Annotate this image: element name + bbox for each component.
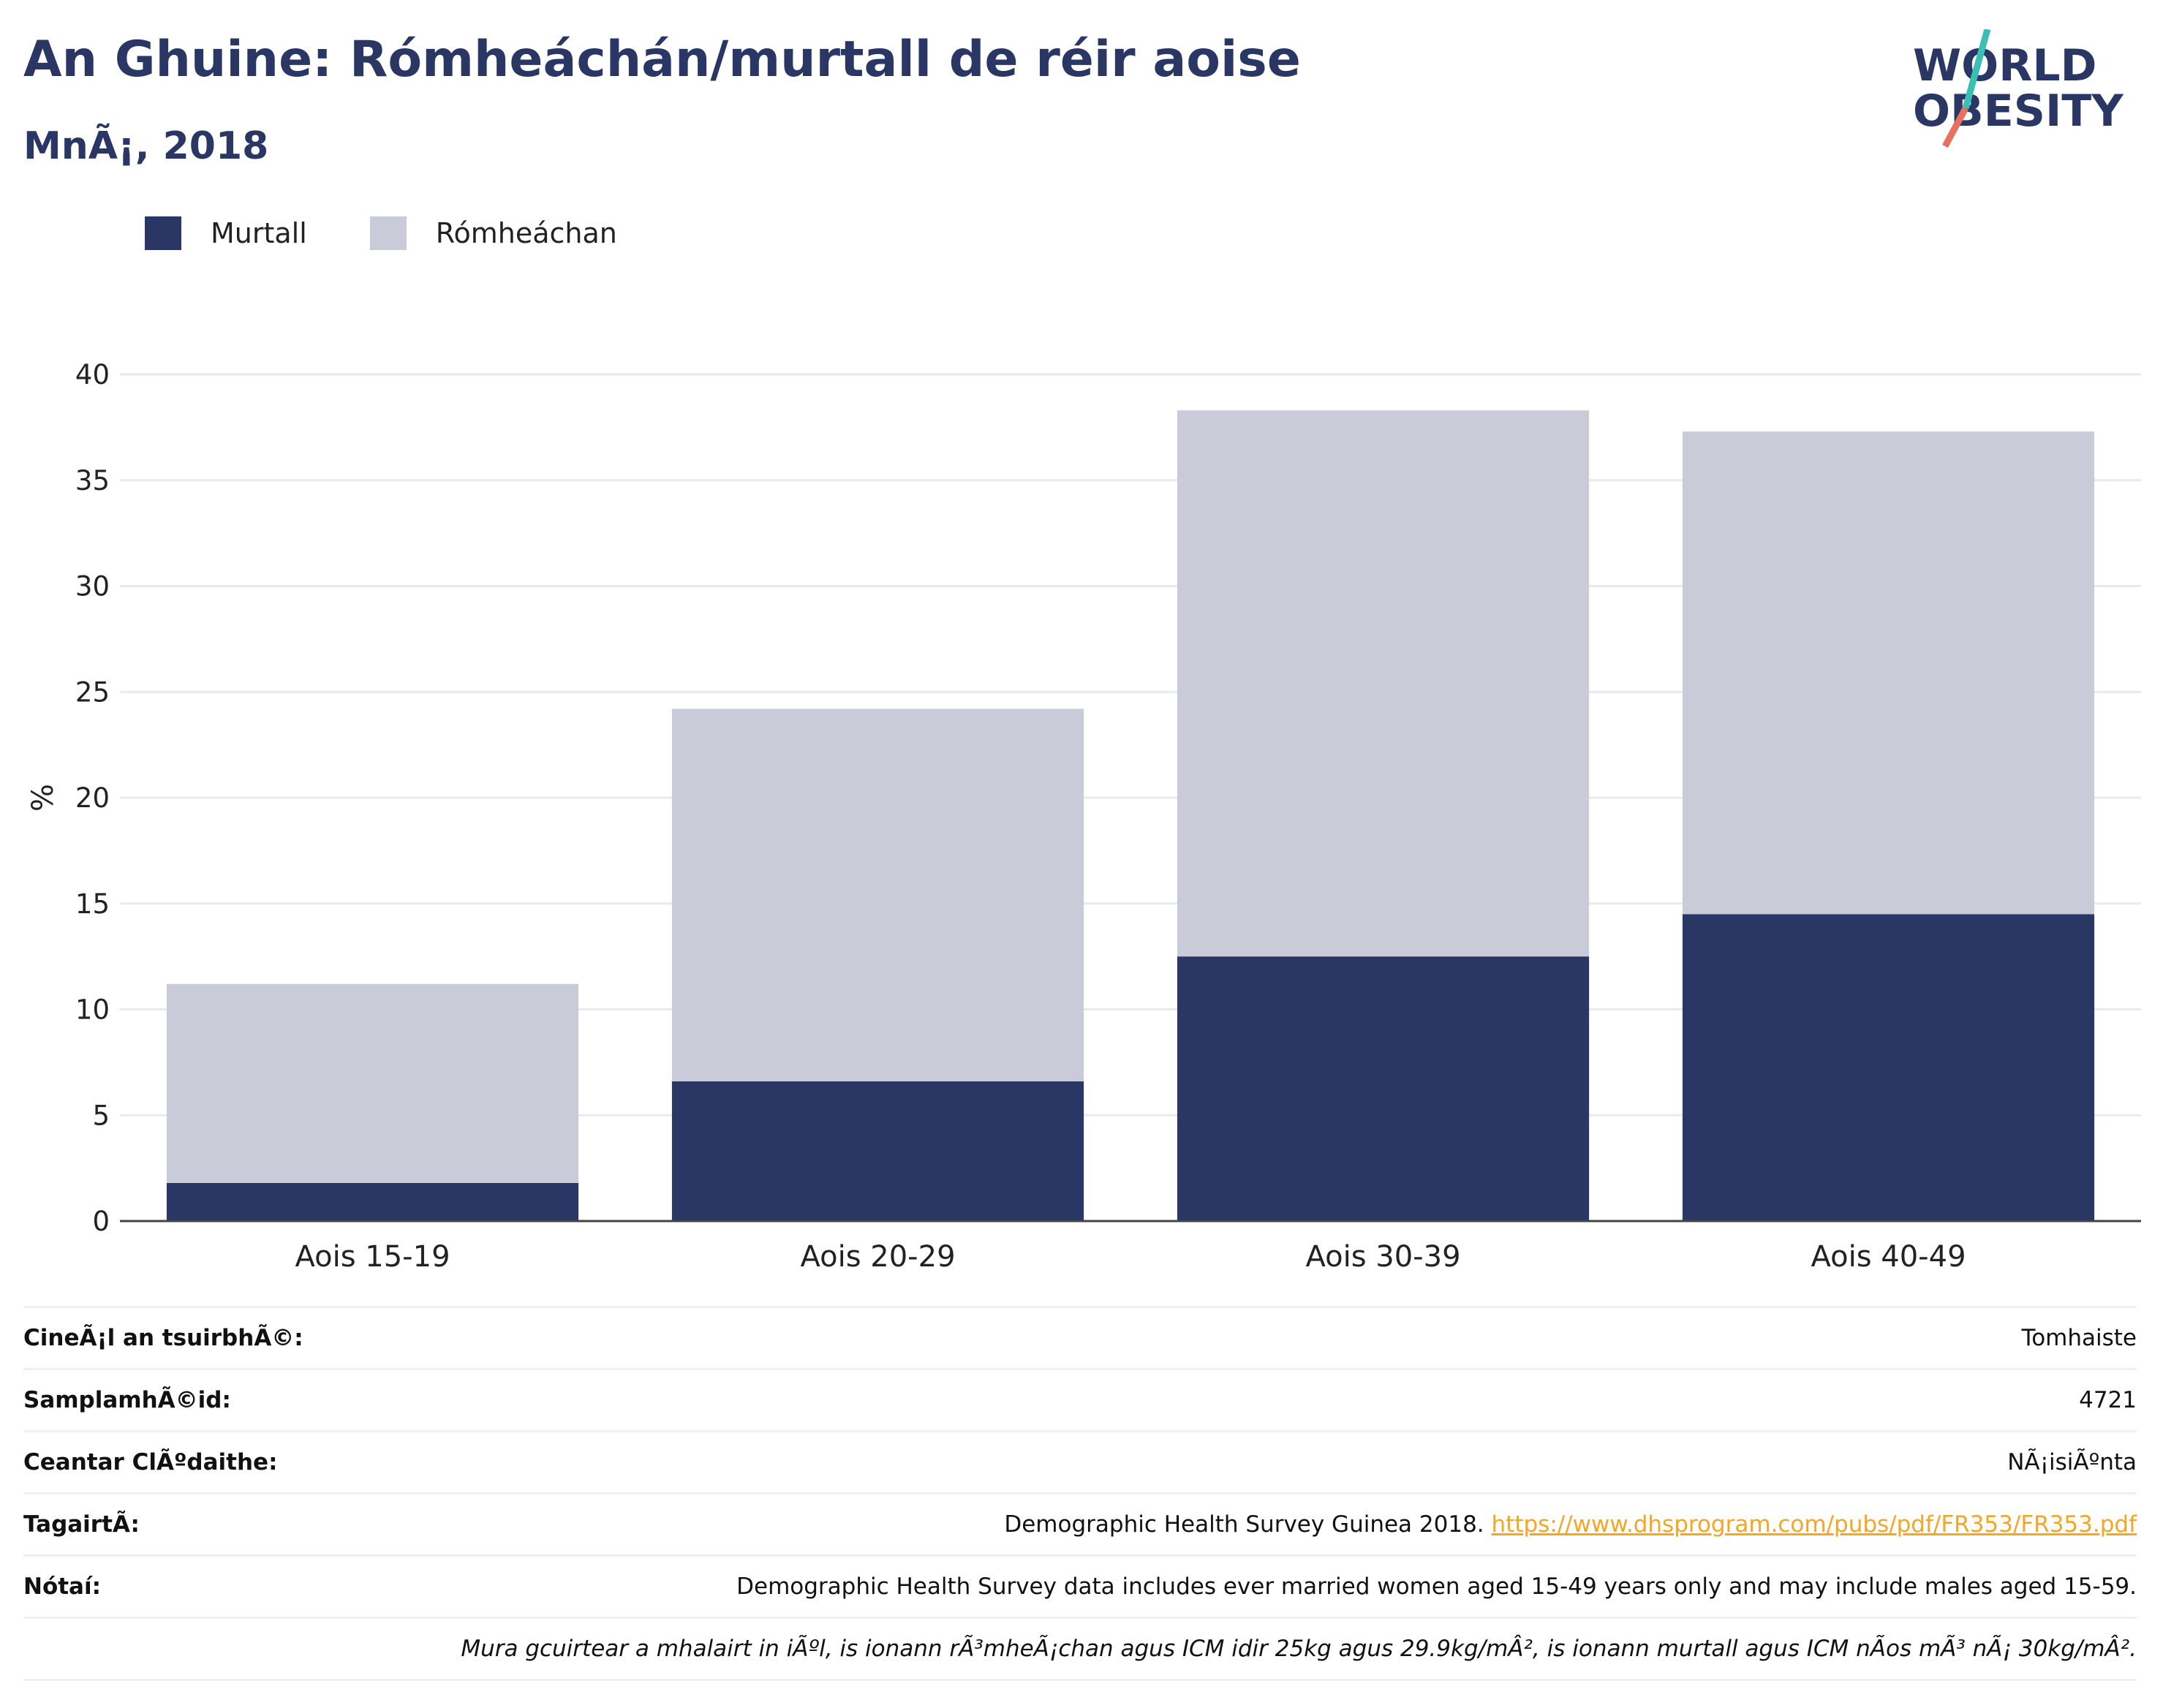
info-row-footnote: Mura gcuirtear a mhalairt in iÃºl, is io…	[23, 1619, 2137, 1681]
x-tick-label: Aois 30-39	[1305, 1240, 1460, 1274]
y-tick-label: 40	[75, 359, 110, 390]
logo-line1: WORLD	[1913, 40, 2096, 91]
x-tick-label: Aois 15-19	[295, 1240, 450, 1274]
info-label: CineÃ¡l an tsuirbhÃ©:	[23, 1325, 303, 1351]
info-row-notes: Nótaí: Demographic Health Survey data in…	[23, 1557, 2137, 1619]
logo-line2: OBESITY	[1913, 86, 2124, 137]
bar-obese	[1682, 914, 2095, 1221]
y-tick-label: 35	[75, 465, 110, 496]
info-label: Nótaí:	[23, 1573, 102, 1600]
y-tick-label: 0	[92, 1206, 110, 1237]
bar-overweight	[1682, 431, 2095, 915]
info-row-sample-size: SamplamhÃ©id: 4721	[23, 1370, 2137, 1432]
reference-text: Demographic Health Survey Guinea 2018.	[1004, 1511, 1484, 1538]
bar-obese	[671, 1081, 1084, 1221]
y-tick-label: 20	[75, 782, 110, 814]
info-value: NÃ¡isiÃºnta	[2007, 1449, 2137, 1475]
legend-label-obese: Murtall	[211, 217, 307, 249]
info-label: Ceantar ClÃºdaithe:	[23, 1449, 278, 1475]
info-row-survey-type: CineÃ¡l an tsuirbhÃ©: Tomhaiste	[23, 1306, 2137, 1370]
legend-swatch-obese	[145, 216, 181, 250]
bar-overweight	[166, 983, 579, 1183]
info-label: TagairtÃ:	[23, 1511, 140, 1538]
legend-label-overweight: Rómheáchan	[435, 217, 617, 249]
y-tick-label: 5	[92, 1100, 110, 1131]
legend-item-overweight: Rómheáchan	[341, 216, 617, 250]
legend-swatch-overweight	[369, 216, 407, 250]
y-tick-label: 15	[75, 888, 110, 920]
x-tick-label: Aois 20-29	[800, 1240, 955, 1274]
legend-item-obese: Murtall	[145, 216, 307, 250]
survey-info-table: CineÃ¡l an tsuirbhÃ©: Tomhaiste Samplamh…	[23, 1306, 2137, 1681]
logo-slash-top	[1962, 29, 1991, 110]
info-value: Tomhaiste	[2021, 1325, 2137, 1351]
chart-legend: Murtall Rómheáchan	[145, 216, 651, 250]
info-value-reference: Demographic Health Survey Guinea 2018. h…	[1004, 1511, 2137, 1538]
bar-overweight	[671, 708, 1084, 1081]
info-label: SamplamhÃ©id:	[23, 1387, 231, 1413]
y-tick-label: 10	[75, 994, 110, 1026]
stacked-bar-chart: 0 5 10 15 20 25 30 35 40% Aois 15-19 Aois 20-29 Aoi…	[26, 359, 2141, 1274]
bar-overweight	[1177, 410, 1590, 957]
x-tick-label: Aois 40-49	[1811, 1240, 1966, 1274]
logo-slash-bottom	[1942, 106, 1968, 148]
bar-obese	[1177, 956, 1590, 1221]
info-row-reference: TagairtÃ: Demographic Health Survey Guin…	[23, 1494, 2137, 1557]
reference-link[interactable]: https://www.dhsprogram.com/pubs/pdf/FR35…	[1491, 1511, 2137, 1538]
footnote-text: Mura gcuirtear a mhalairt in iÃºl, is io…	[461, 1636, 2137, 1662]
page-title: An Ghuine: Rómheáchán/murtall de réir ao…	[23, 31, 1301, 88]
world-obesity-logo: WORLD OBESITY	[1913, 29, 2124, 148]
info-value: Demographic Health Survey data includes …	[736, 1573, 2137, 1600]
y-tick-label: 25	[75, 676, 110, 708]
page-subtitle: MnÃ¡, 2018	[23, 124, 269, 168]
bar-obese	[166, 1182, 579, 1221]
info-value: 4721	[2079, 1387, 2137, 1413]
y-axis-label: %	[26, 784, 60, 812]
info-row-area-covered: Ceantar ClÃºdaithe: NÃ¡isiÃºnta	[23, 1432, 2137, 1494]
y-tick-label: 30	[75, 571, 110, 602]
